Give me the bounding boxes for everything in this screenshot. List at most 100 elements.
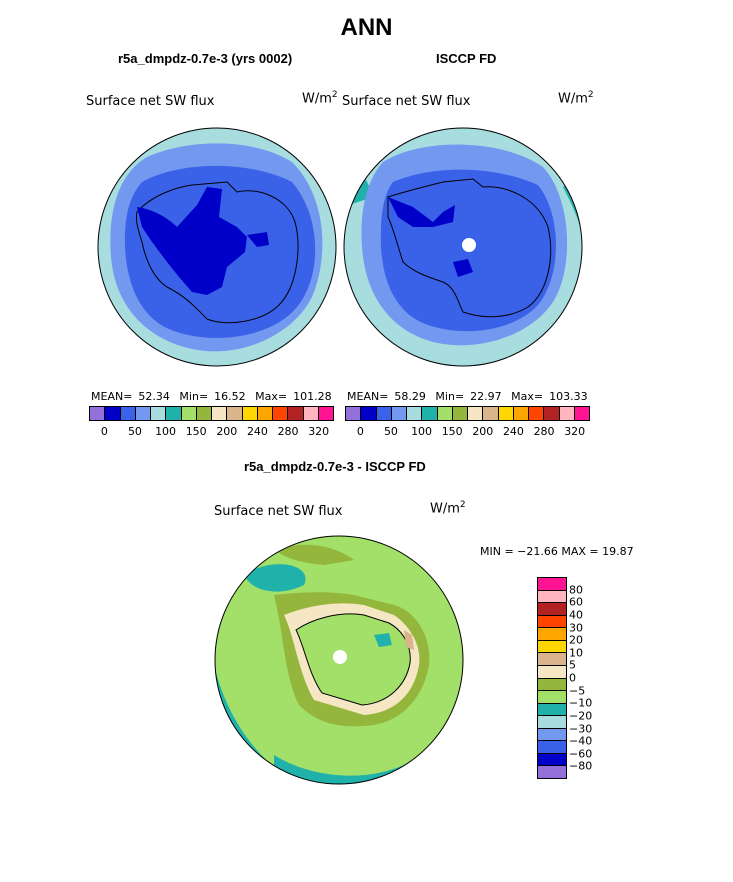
diff-colorbar-swatch	[538, 603, 566, 616]
diff-colorbar-swatch	[538, 590, 566, 604]
left-colorbar-tick-label: 240	[246, 425, 268, 438]
diff-colorbar-swatch	[538, 628, 566, 641]
right-colorbar	[345, 406, 590, 421]
left-map-boundary	[97, 127, 337, 367]
diff-colorbar-tick-label: 80	[569, 583, 583, 597]
right-colorbar-swatch	[346, 407, 362, 420]
diff-colorbar-swatch	[538, 703, 566, 717]
diff-map-pole-hole	[333, 650, 347, 664]
right-colorbar-swatch	[391, 407, 407, 420]
right-mean-value: 58.29	[394, 390, 426, 403]
right-colorbar-tick-label: 100	[411, 425, 433, 438]
diff-colorbar-ticks: 80 60 40 30 20 10 5 0 −5 −10 −20 −30 −40 −60 −80	[569, 577, 609, 777]
right-colorbar-swatch	[498, 407, 514, 420]
right-colorbar-swatch	[452, 407, 468, 420]
right-colorbar-swatch	[513, 407, 529, 420]
diff-colorbar-tick-label: 20	[569, 633, 583, 647]
right-colorbar-tick-label: 0	[356, 425, 364, 438]
left-min-label: Min=	[179, 390, 209, 403]
diff-colorbar-tick-label: −60	[569, 747, 593, 761]
right-map-contour-25-patch	[453, 259, 473, 277]
diff-colorbar-tick-label: 30	[569, 621, 583, 634]
right-colorbar-tick-label: 280	[533, 425, 555, 438]
figure-title: ANN	[340, 14, 393, 41]
left-panel-title: r5a_dmpdz-0.7e-3 (yrs 0002)	[118, 51, 293, 66]
diff-colorbar-tick-label: −40	[569, 734, 593, 748]
left-colorbar-tick-label: 280	[277, 425, 299, 438]
diff-colorbar-swatch	[538, 640, 566, 654]
right-min-label: Min=	[435, 390, 465, 403]
diff-field-label: Surface net SW flux	[214, 504, 343, 519]
left-colorbar-swatch	[105, 407, 121, 420]
left-colorbar-tick-label: 320	[308, 425, 330, 438]
right-colorbar-swatch	[361, 407, 377, 420]
right-colorbar-tick-label: 200	[472, 425, 494, 438]
left-polar-map	[97, 127, 337, 367]
diff-colorbar-tick-label: 10	[569, 646, 583, 660]
left-stats: MEAN= 52.34 Min= 16.52 Max= 101.28	[91, 390, 338, 403]
left-colorbar-swatch	[212, 407, 228, 420]
diff-colorbar-tick-label: −30	[569, 722, 593, 735]
right-colorbar-swatch	[407, 407, 423, 420]
left-colorbar-swatch	[166, 407, 182, 420]
left-colorbar-tick-label: 200	[216, 425, 238, 438]
right-colorbar-swatch	[422, 407, 438, 420]
right-map-boundary	[343, 127, 583, 367]
diff-colorbar-swatch	[538, 615, 566, 629]
right-colorbar-swatch	[437, 407, 453, 420]
diff-panel-title: r5a_dmpdz-0.7e-3 - ISCCP FD	[244, 459, 426, 474]
left-colorbar-swatch	[303, 407, 319, 420]
left-max-value: 101.28	[293, 390, 332, 403]
right-polar-map	[343, 127, 583, 367]
right-max-value: 103.33	[549, 390, 588, 403]
diff-colorbar-swatch	[538, 653, 566, 666]
left-colorbar-swatch	[181, 407, 197, 420]
diff-map-contour-m5-n	[274, 544, 354, 565]
right-colorbar-swatch	[529, 407, 545, 420]
diff-colorbar-swatch	[538, 678, 566, 692]
right-colorbar-tick-label: 320	[564, 425, 586, 438]
diff-colorbar-tick-label: 5	[569, 658, 576, 672]
left-mean-value: 52.34	[138, 390, 170, 403]
left-colorbar-swatch	[318, 407, 333, 420]
right-colorbar-swatch	[574, 407, 589, 420]
right-max-label: Max=	[511, 390, 544, 403]
diff-units-label: W/m2	[430, 500, 466, 517]
left-colorbar-swatch	[257, 407, 273, 420]
right-units-label: W/m2	[558, 90, 594, 107]
diff-map-contour-5-east	[404, 630, 414, 650]
left-colorbar-tick-label: 100	[155, 425, 177, 438]
right-colorbar-swatch	[376, 407, 392, 420]
diff-map-contour-m10-nw	[244, 564, 306, 592]
left-colorbar-swatch	[135, 407, 151, 420]
diff-colorbar-swatch	[538, 578, 566, 591]
diff-polar-map	[214, 535, 464, 785]
right-stats: MEAN= 58.29 Min= 22.97 Max= 103.33	[347, 390, 594, 403]
left-colorbar-swatch	[288, 407, 304, 420]
diff-colorbar-tick-label: 60	[569, 595, 583, 609]
diff-colorbar-tick-label: −80	[569, 759, 593, 773]
right-colorbar-tick-label: 240	[502, 425, 524, 438]
right-colorbar-swatch	[544, 407, 560, 420]
left-min-value: 16.52	[214, 390, 246, 403]
diff-colorbar-swatch	[538, 741, 566, 754]
left-colorbar-swatch	[242, 407, 258, 420]
left-map-contour-25-patch	[247, 232, 269, 247]
left-colorbar-ticks: 0 50 100 150 200 240 280 320	[89, 425, 332, 439]
right-colorbar-tick-label: 150	[441, 425, 463, 438]
right-colorbar-tick-label: 50	[383, 425, 398, 438]
left-colorbar-swatch	[151, 407, 167, 420]
right-colorbar-swatch	[559, 407, 575, 420]
left-colorbar-tick-label: 50	[127, 425, 142, 438]
diff-colorbar-swatch	[538, 753, 566, 767]
left-colorbar-swatch	[90, 407, 106, 420]
diff-colorbar-tick-label: −10	[569, 696, 593, 710]
left-colorbar	[89, 406, 334, 421]
diff-colorbar-swatch	[538, 728, 566, 742]
left-colorbar-swatch	[120, 407, 136, 420]
right-min-value: 22.97	[470, 390, 502, 403]
left-colorbar-swatch	[273, 407, 289, 420]
left-mean-label: MEAN=	[91, 390, 133, 403]
diff-colorbar-tick-label: −5	[569, 684, 586, 698]
right-field-label: Surface net SW flux	[342, 94, 471, 109]
